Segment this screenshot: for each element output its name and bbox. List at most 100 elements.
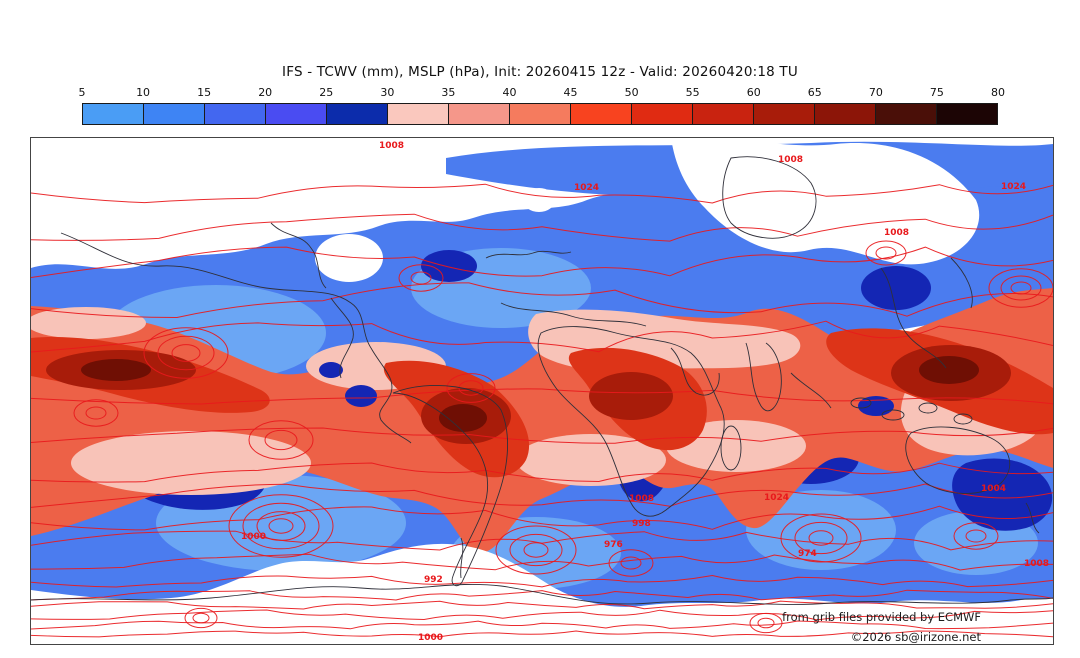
mslp-contour-label: 1008	[379, 141, 404, 151]
mslp-contour-label: 976	[604, 540, 623, 550]
isobar-line	[620, 556, 642, 570]
colorbar-segment	[205, 104, 266, 124]
colorbar-segment	[571, 104, 632, 124]
isobar-line	[509, 533, 563, 567]
mslp-contour-label: 1000	[241, 532, 266, 542]
mslp-contour-label: 974	[798, 549, 817, 559]
isobar-line	[31, 609, 1053, 621]
isobar-line	[248, 420, 314, 460]
isobar-line	[85, 406, 107, 420]
isobar-line	[31, 320, 1053, 353]
isobar-line	[410, 271, 432, 285]
colorbar-tick-label: 50	[624, 86, 639, 99]
colorbar-tick-label: 5	[78, 86, 86, 99]
mslp-contour-label: 992	[424, 575, 443, 585]
isobar-line	[458, 380, 484, 396]
isobar-line	[143, 327, 229, 379]
colorbar-tick-label: 70	[868, 86, 883, 99]
isobar-line	[875, 246, 897, 260]
colorbar-segment	[83, 104, 144, 124]
isobar-line	[73, 399, 119, 427]
isobar-line	[171, 344, 201, 362]
isobar-line	[31, 213, 1053, 242]
isobar-line	[228, 494, 334, 558]
colorbar-segment	[388, 104, 449, 124]
mslp-contours	[31, 183, 1053, 638]
world-map-svg: 1008 1008 1024 1024 1008 1000 992 1008 998 976 102…	[31, 138, 1053, 644]
isobar-line	[31, 246, 1053, 278]
colorbar-tick-label: 55	[685, 86, 700, 99]
isobar-line	[965, 529, 987, 543]
isobar-line	[31, 553, 1053, 571]
isobar-line	[31, 574, 1053, 588]
colorbar-tick-label: 45	[563, 86, 578, 99]
isobar-line	[256, 511, 306, 541]
isobar-line	[31, 530, 1053, 551]
colorbar-tick-label: 25	[319, 86, 334, 99]
isobar-line	[31, 427, 1053, 444]
isobar-line	[749, 612, 783, 634]
colorbar-segment	[937, 104, 997, 124]
isobar-line	[1000, 275, 1042, 301]
isobar-line	[264, 429, 298, 451]
isobar-line	[31, 589, 1053, 601]
isobar-line	[398, 264, 444, 292]
colorbar-segment	[327, 104, 388, 124]
mslp-contour-label: 998	[632, 519, 651, 529]
chart-title: IFS - TCWV (mm), MSLP (hPa), Init: 20260…	[282, 64, 798, 80]
isobar-line	[808, 530, 834, 546]
colorbar-segment	[693, 104, 754, 124]
mslp-contour-label: 1008	[629, 494, 654, 504]
colorbar-segment	[144, 104, 205, 124]
colorbar-segment	[449, 104, 510, 124]
isobar-line	[608, 549, 654, 577]
map-frame: 1008 1008 1024 1024 1008 1000 992 1008 998 976 102…	[30, 137, 1054, 645]
isobar-line	[31, 183, 1053, 204]
isobar-line	[794, 521, 848, 555]
coastlines	[31, 156, 1053, 605]
mslp-contour-label: 1000	[418, 633, 443, 643]
colorbar-tick-label: 15	[197, 86, 212, 99]
mslp-contour-label: 1008	[1024, 559, 1049, 569]
isobar-line	[523, 542, 549, 558]
colorbar-tick-label: 30	[380, 86, 395, 99]
isobar-line	[184, 607, 218, 629]
isobar-line	[1010, 281, 1032, 295]
colorbar-tick-label: 65	[807, 86, 822, 99]
attribution-ecmwf: from grib files provided by ECMWF	[782, 610, 981, 624]
isobar-line	[495, 525, 577, 575]
colorbar-segment	[754, 104, 815, 124]
isobar-line	[31, 388, 1053, 405]
colorbar-segment	[876, 104, 937, 124]
colorbar-tick-label: 35	[441, 86, 456, 99]
isobar-line	[31, 600, 1053, 610]
isobar-line	[192, 612, 210, 624]
isobar-line	[31, 462, 1053, 483]
isobar-line	[31, 505, 1053, 531]
isobar-line	[446, 373, 496, 403]
isobar-line	[31, 620, 1053, 630]
mslp-contour-label: 1008	[884, 228, 909, 238]
colorbar-tick-label: 80	[991, 86, 1005, 99]
mslp-contour-label: 1008	[778, 155, 803, 165]
mslp-contour-label: 1024	[764, 493, 789, 503]
colorbar-tick-label: 75	[929, 86, 944, 99]
isobar-line	[757, 617, 775, 629]
isobar-line	[268, 518, 294, 534]
isobar-line	[988, 268, 1053, 308]
attribution-copyright: ©2026 sb@irizone.net	[850, 630, 981, 644]
colorbar-segment	[815, 104, 876, 124]
isobar-line	[31, 630, 1053, 638]
colorbar-segment	[510, 104, 571, 124]
colorbar-tick-label: 60	[746, 86, 761, 99]
colorbar-tick-label: 10	[136, 86, 151, 99]
isobar-line	[780, 513, 862, 563]
isobar-line	[242, 502, 320, 550]
tcwv-shading	[31, 138, 1053, 644]
colorbar-segment	[632, 104, 693, 124]
isobar-line	[31, 483, 1053, 508]
colorbar-segment	[266, 104, 327, 124]
mslp-contour-label: 1004	[981, 484, 1006, 494]
isobar-line	[865, 240, 907, 266]
